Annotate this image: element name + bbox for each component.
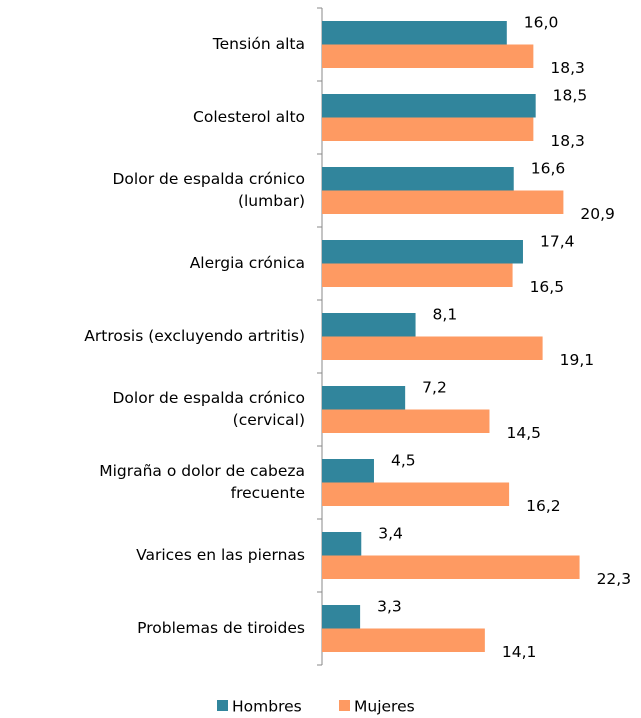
bar [322, 336, 543, 360]
value-label: 3,3 [377, 598, 402, 616]
bar [322, 94, 536, 118]
bar [322, 409, 490, 433]
bar [322, 482, 510, 506]
bar [322, 313, 416, 337]
value-label: 16,6 [531, 160, 566, 178]
value-label: 8,1 [433, 306, 458, 324]
bar [322, 263, 513, 287]
value-label: 22,3 [597, 570, 632, 588]
value-label: 18,5 [553, 87, 588, 105]
bar [322, 167, 514, 191]
category-label: Dolor de espalda crónico [112, 389, 305, 407]
category-label: Migraña o dolor de cabeza [99, 462, 305, 480]
bar [322, 44, 534, 68]
value-label: 14,1 [502, 643, 537, 661]
value-label: 17,4 [540, 233, 575, 251]
value-label: 19,1 [560, 351, 595, 369]
bar [322, 459, 374, 483]
category-label: Tensión alta [212, 35, 305, 53]
category-label: Artrosis (excluyendo artritis) [84, 327, 305, 345]
value-label: 18,3 [550, 59, 585, 77]
bar [322, 532, 362, 556]
value-label: 14,5 [506, 424, 541, 442]
bar [322, 190, 564, 214]
category-label: (lumbar) [238, 192, 305, 210]
legend-label: Mujeres [354, 698, 415, 716]
bar [322, 605, 361, 629]
bar [322, 21, 507, 45]
bar [322, 240, 523, 264]
bar [322, 117, 534, 141]
value-label: 16,0 [524, 14, 559, 32]
value-label: 4,5 [391, 452, 416, 470]
bar [322, 555, 580, 579]
value-label: 3,4 [378, 525, 403, 543]
bar [322, 628, 485, 652]
category-label: Dolor de espalda crónico [112, 170, 305, 188]
legend-swatch [339, 700, 350, 711]
value-label: 7,2 [422, 379, 447, 397]
category-label: frecuente [231, 484, 305, 502]
legend-swatch [217, 700, 228, 711]
category-label: Colesterol alto [193, 108, 305, 126]
legend-label: Hombres [232, 698, 302, 716]
bar [322, 386, 406, 410]
category-label: Problemas de tiroides [137, 619, 305, 637]
category-label: (cervical) [233, 411, 305, 429]
value-label: 18,3 [550, 132, 585, 150]
value-label: 16,5 [530, 278, 565, 296]
category-label: Varices en las piernas [136, 546, 305, 564]
category-label: Alergia crónica [190, 254, 305, 272]
value-label: 16,2 [526, 497, 561, 515]
value-label: 20,9 [580, 205, 615, 223]
